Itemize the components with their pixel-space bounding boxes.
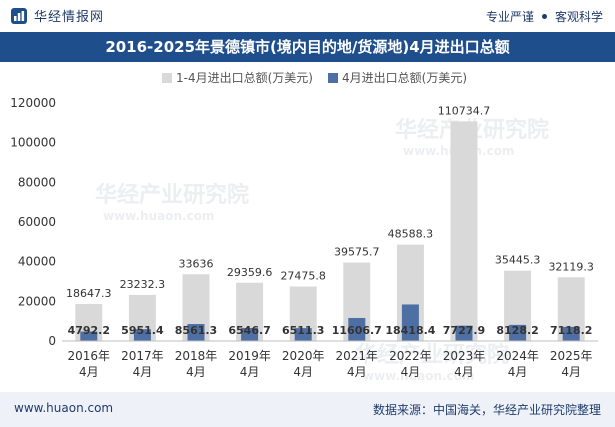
bar-series2 (455, 325, 473, 341)
bars-layer: 18647.3 4792.2 23232.3 5951.4 33636 8561.3 293… (66, 104, 594, 341)
watermark-text: 华经产业研究院 (355, 342, 509, 368)
bar-series2 (401, 304, 419, 341)
data-label-series1: 110734.7 (438, 104, 491, 117)
data-label-series2: 6546.7 (228, 324, 270, 337)
x-tick-label-year: 2022年 (389, 349, 432, 363)
tagline-left: 专业严谨 (485, 10, 534, 24)
bar-series2 (348, 317, 366, 341)
top-bar: 华经情报网 专业严谨 客观科学 (0, 0, 615, 32)
y-tick-label: 20000 (18, 294, 56, 308)
data-label-series2: 7118.2 (550, 324, 592, 337)
chart-legend: 1-4月进出口总额(万美元) 4月进出口总额(万美元) (162, 71, 467, 85)
x-tick-label-year: 2017年 (121, 349, 164, 363)
data-label-series2: 7727.9 (443, 324, 485, 337)
y-tick-label: 40000 (18, 255, 56, 269)
data-label-series2: 4792.2 (68, 324, 110, 337)
x-tick-label-month: 4月 (454, 365, 474, 379)
bar-series2 (562, 326, 580, 341)
x-tick-label-year: 2025年 (550, 349, 593, 363)
bar-series2 (80, 331, 98, 341)
bar-series1 (450, 121, 478, 341)
data-label-series2: 5951.4 (121, 324, 164, 337)
footer-website[interactable]: www.huaon.com (14, 401, 114, 415)
x-axis: 2016年 4月 2017年 4月 2018年 4月 2019年 4月 2020年 4月 2021年… (62, 340, 598, 379)
data-label-series2: 8561.3 (175, 324, 217, 337)
legend-label-series1: 1-4月进出口总额(万美元) (176, 71, 313, 85)
bar-chart: 华经产业研究院www.huaon.com华经产业研究院www.huaon.com… (10, 71, 598, 383)
x-tick-label-month: 4月 (508, 365, 528, 379)
data-label-series1: 23232.3 (120, 278, 166, 291)
footer: www.huaon.com 数据来源：中国海关，华经产业研究院整理 (0, 392, 615, 427)
legend-swatch-series2 (328, 73, 338, 83)
y-tick-label: 100000 (10, 136, 56, 150)
x-tick-label-year: 2021年 (336, 349, 379, 363)
y-tick-label: 0 (48, 334, 56, 348)
bar-series2 (133, 329, 151, 341)
tagline: 专业严谨 客观科学 (486, 8, 603, 25)
data-label-series1: 27475.8 (280, 270, 326, 283)
y-axis: 0 20000 40000 60000 80000 100000 120000 (10, 96, 56, 348)
title-bar: 2016-2025年景德镇市(境内目的地/货源地)4月进出口总额 (0, 32, 615, 62)
legend-swatch-series1 (162, 73, 172, 83)
watermark-url: www.huaon.com (103, 209, 214, 223)
tagline-right: 客观科学 (554, 10, 603, 24)
data-label-series2: 6511.3 (282, 324, 324, 337)
x-tick-label-year: 2016年 (68, 349, 111, 363)
watermark-text: 华经产业研究院 (95, 182, 249, 208)
x-tick-label-year: 2024年 (496, 349, 539, 363)
x-tick-label-year: 2018年 (175, 349, 218, 363)
y-tick-label: 80000 (18, 175, 56, 189)
data-label-series1: 48588.3 (388, 228, 434, 241)
brand-name: 华经情报网 (34, 10, 105, 25)
bar-series2 (509, 324, 527, 341)
x-tick-label-month: 4月 (347, 365, 367, 379)
watermark-url: www.huaon.com (363, 369, 474, 383)
data-label-series1: 18647.3 (66, 287, 112, 300)
bar-series2 (241, 328, 259, 341)
data-label-series1: 29359.6 (227, 266, 273, 279)
x-tick-label-month: 4月 (240, 365, 260, 379)
x-tick-label-month: 4月 (133, 365, 153, 379)
y-tick-label: 120000 (10, 96, 56, 110)
footer-source: 数据来源：中国海关，华经产业研究院整理 (372, 403, 601, 417)
x-tick-label-year: 2023年 (443, 349, 486, 363)
y-tick-label: 60000 (18, 215, 56, 229)
x-tick-label-month: 4月 (186, 365, 206, 379)
data-label-series2: 18418.4 (385, 324, 435, 337)
bar-series2 (187, 324, 205, 341)
x-tick-label-month: 4月 (79, 365, 99, 379)
x-tick-label-month: 4月 (401, 365, 421, 379)
data-label-series1: 35445.3 (495, 254, 541, 267)
chart-title: 2016-2025年景德镇市(境内目的地/货源地)4月进出口总额 (105, 38, 510, 56)
watermark-layer: 华经产业研究院www.huaon.com华经产业研究院www.huaon.com… (95, 117, 549, 383)
data-label-series1: 33636 (179, 257, 214, 270)
x-tick-label-month: 4月 (561, 365, 581, 379)
x-tick-label-year: 2019年 (228, 349, 271, 363)
legend-label-series2: 4月进出口总额(万美元) (342, 71, 467, 85)
data-label-series2: 8128.2 (496, 324, 538, 337)
brand-logo-icon (11, 7, 27, 24)
x-tick-label-year: 2020年 (282, 349, 325, 363)
data-label-series1: 39575.7 (334, 246, 380, 259)
tagline-separator-dot (541, 14, 547, 19)
data-label-series1: 32119.3 (548, 260, 594, 273)
brand[interactable]: 华经情报网 (10, 6, 104, 25)
x-tick-label-month: 4月 (293, 365, 313, 379)
data-label-series2: 11606.7 (332, 324, 382, 337)
bar-series2 (294, 328, 312, 341)
